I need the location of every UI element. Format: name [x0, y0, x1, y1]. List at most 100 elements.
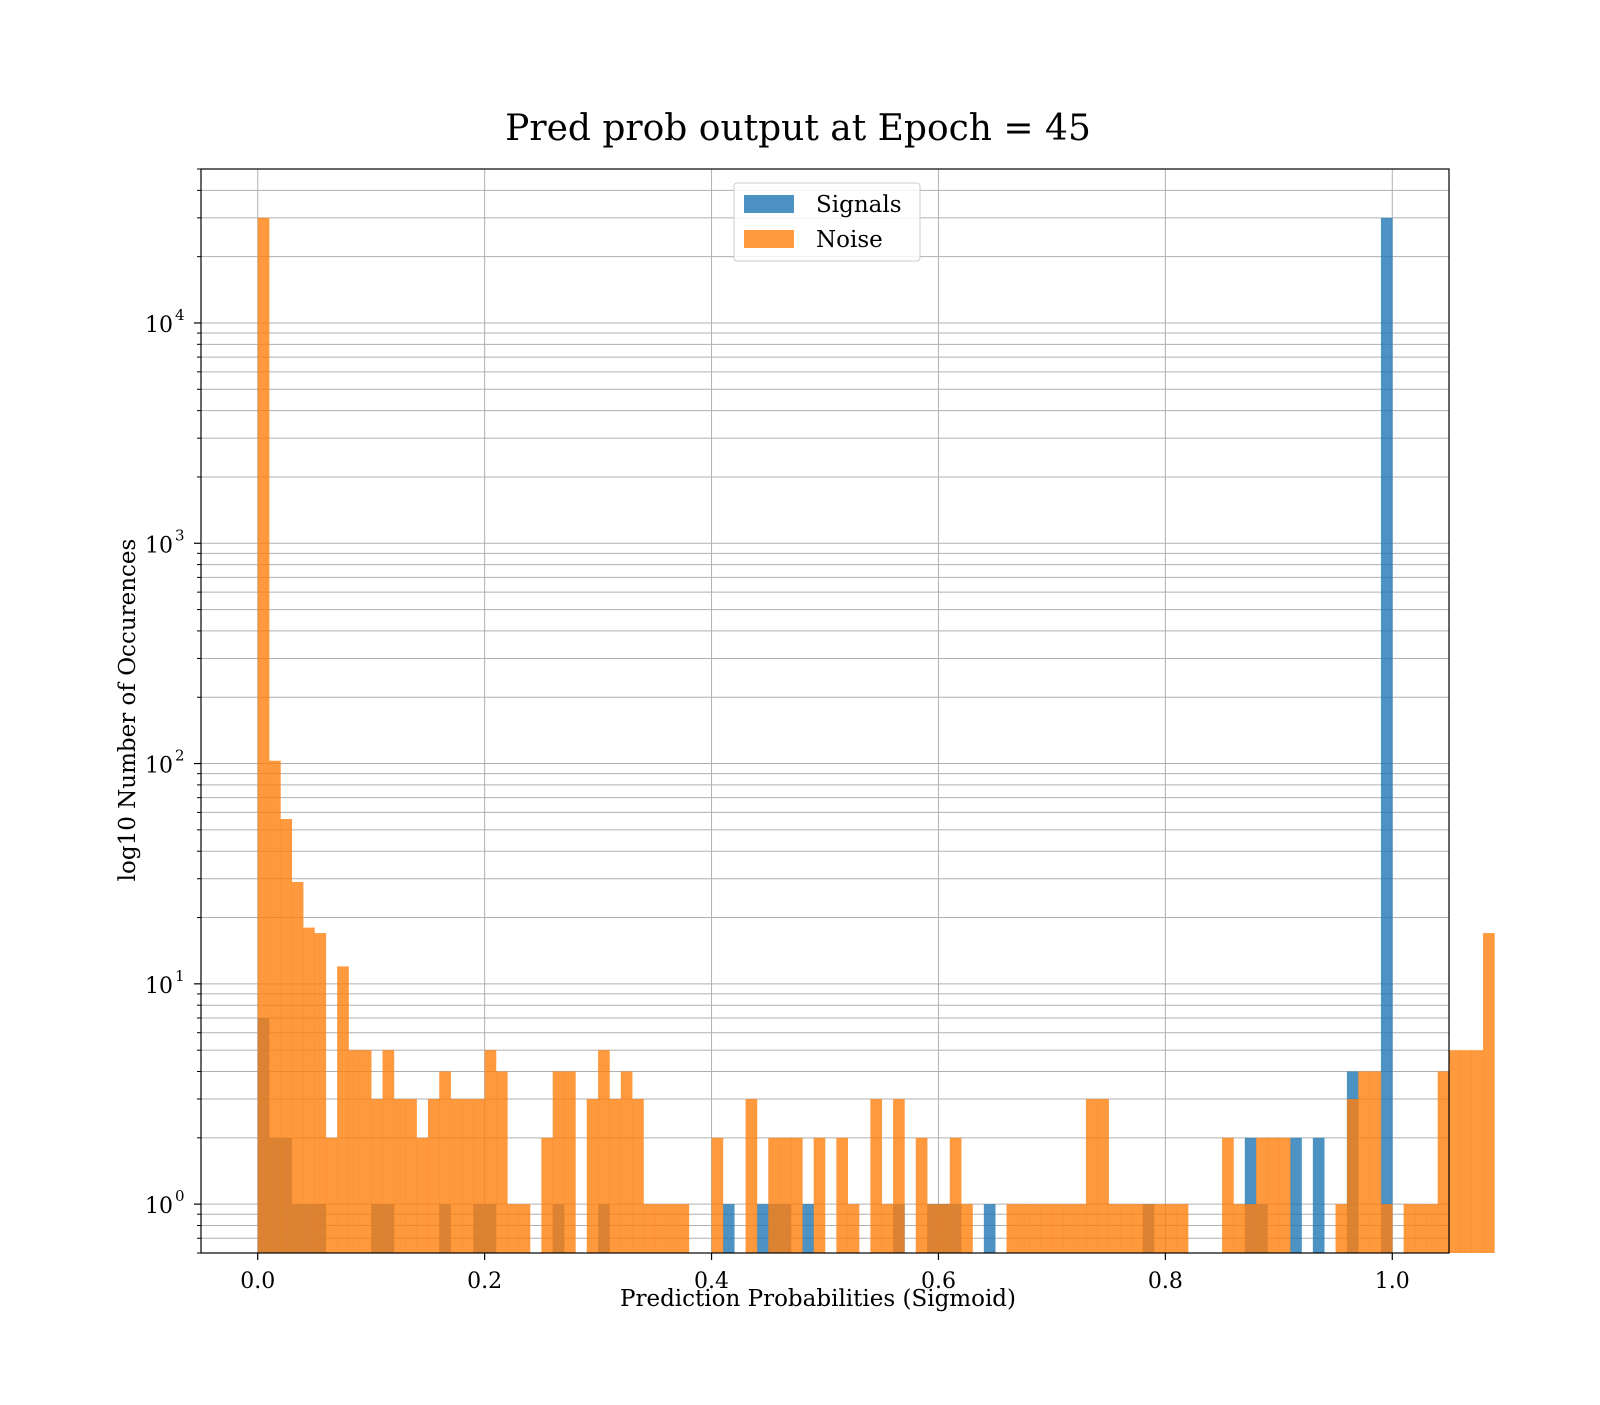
bar-noise	[1471, 1050, 1484, 1253]
bar-signals	[1312, 1137, 1325, 1253]
legend-label-noise: Noise	[816, 227, 883, 253]
bar-noise	[598, 1050, 610, 1253]
bar-signals	[756, 1204, 769, 1253]
y-tick-exponent: 3	[175, 526, 185, 544]
bar-signals	[802, 1204, 814, 1253]
bar-noise	[461, 1099, 474, 1253]
bar-noise	[1006, 1204, 1019, 1253]
bar-noise	[1029, 1204, 1041, 1253]
bar-noise	[609, 1099, 622, 1253]
bar-noise	[881, 1204, 894, 1253]
y-tick-label: 10	[145, 313, 173, 338]
bar-noise	[303, 927, 315, 1253]
y-tick-label: 10	[145, 974, 173, 999]
bar-noise	[1074, 1204, 1087, 1253]
bar-signals	[1290, 1137, 1302, 1253]
bar-noise	[1040, 1204, 1053, 1253]
bar-noise	[938, 1204, 951, 1253]
bar-noise	[836, 1137, 848, 1253]
bar-noise	[484, 1050, 497, 1253]
bar-noise	[677, 1204, 690, 1253]
y-tick-exponent: 2	[175, 747, 185, 765]
chart-title: Pred prob output at Epoch = 45	[505, 108, 1091, 149]
bar-noise	[348, 1050, 361, 1253]
bar-noise	[949, 1137, 962, 1253]
bar-noise	[325, 1137, 338, 1253]
x-axis-label: Prediction Probabilities (Sigmoid)	[620, 1286, 1016, 1312]
bar-noise	[280, 819, 293, 1253]
bar-noise	[1335, 1204, 1348, 1253]
bar-noise	[1131, 1204, 1143, 1253]
y-tick-exponent: 1	[175, 967, 185, 985]
bar-noise	[927, 1204, 939, 1253]
bar-noise	[1267, 1137, 1280, 1253]
bar-noise	[495, 1071, 508, 1253]
bar-noise	[1449, 1050, 1461, 1253]
bar-noise	[711, 1137, 724, 1253]
bar-noise	[1222, 1137, 1234, 1253]
bar-noise	[552, 1071, 565, 1253]
bar-noise	[1437, 1071, 1450, 1253]
bar-signals	[983, 1204, 996, 1253]
bar-noise	[1460, 1050, 1472, 1253]
bar-noise	[314, 933, 327, 1253]
bar-noise	[507, 1204, 519, 1253]
bar-noise	[1154, 1204, 1166, 1253]
y-tick-label: 10	[145, 754, 173, 779]
bar-noise	[337, 966, 349, 1253]
y-tick-label: 10	[145, 533, 173, 558]
bar-noise	[518, 1204, 531, 1253]
x-tick-label: 0.0	[240, 1269, 275, 1294]
bar-noise	[870, 1099, 883, 1253]
bar-noise	[382, 1050, 395, 1253]
x-tick-label: 0.8	[1148, 1269, 1183, 1294]
bar-noise	[1233, 1204, 1246, 1253]
y-axis-label: log10 Number of Occurences	[115, 539, 141, 882]
bar-noise	[1244, 1204, 1257, 1253]
bar-noise	[1380, 1204, 1393, 1253]
y-tick-label: 10	[145, 1194, 173, 1219]
bar-noise	[666, 1204, 678, 1253]
bar-noise	[450, 1099, 463, 1253]
bar-noise	[269, 760, 281, 1253]
x-tick-label: 0.6	[921, 1269, 956, 1294]
bar-noise	[632, 1099, 644, 1253]
bar-noise	[416, 1137, 429, 1253]
x-tick-label: 1.0	[1375, 1269, 1410, 1294]
bar-noise	[473, 1099, 485, 1253]
legend: Signals Noise	[733, 182, 921, 262]
bar-noise	[541, 1137, 554, 1253]
bar-noise	[1403, 1204, 1416, 1253]
bar-noise	[1017, 1204, 1030, 1253]
bar-noise	[1358, 1071, 1370, 1253]
bar-signals	[1380, 217, 1393, 1254]
bar-noise	[1176, 1204, 1189, 1253]
bar-noise	[1119, 1204, 1132, 1253]
x-tick-label: 0.4	[694, 1269, 729, 1294]
bar-noise	[1051, 1204, 1064, 1253]
bar-noise	[1278, 1137, 1291, 1253]
bar-noise	[1346, 1099, 1359, 1253]
bar-noise	[1063, 1204, 1075, 1253]
bar-noise	[405, 1099, 417, 1253]
bar-noise	[847, 1204, 860, 1253]
x-tick-label: 0.2	[467, 1269, 502, 1294]
bar-noise	[779, 1137, 792, 1253]
bar-noise	[915, 1137, 928, 1253]
legend-swatch-signals	[744, 195, 794, 213]
bar-noise	[961, 1204, 973, 1253]
bar-noise	[1142, 1204, 1155, 1253]
bar-noise	[371, 1099, 383, 1253]
bar-noise	[291, 881, 304, 1253]
y-tick-exponent: 0	[175, 1187, 185, 1205]
bar-noise	[1483, 933, 1495, 1253]
bar-noise	[745, 1099, 758, 1253]
bar-noise	[1165, 1204, 1178, 1253]
series-noise	[257, 217, 1495, 1254]
bar-noise	[439, 1071, 451, 1253]
legend-label-signals: Signals	[816, 192, 902, 218]
legend-swatch-noise	[744, 230, 794, 248]
bar-noise	[1256, 1137, 1268, 1253]
bar-noise	[1085, 1099, 1098, 1253]
